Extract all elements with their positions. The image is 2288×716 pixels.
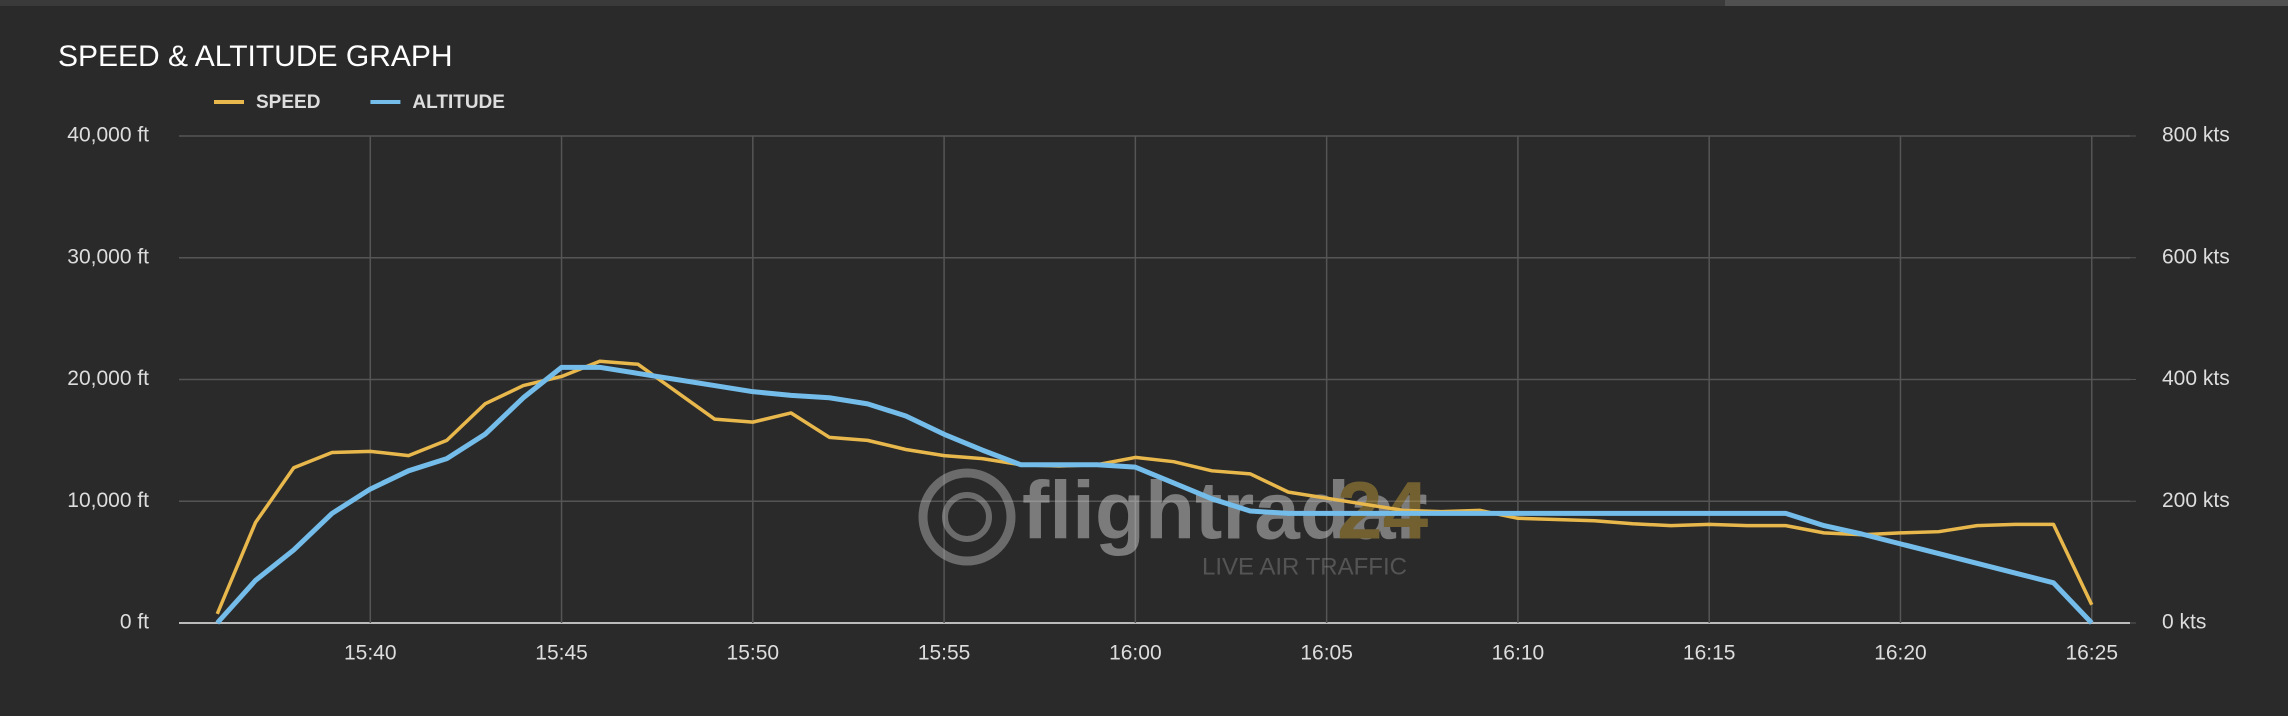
y-tick-label: 30,000 ft [67,245,149,268]
x-tick-label: 16:20 [1874,642,1927,665]
watermark-logo [918,468,1016,566]
legend-label: SPEED [256,92,320,113]
legend-label: ALTITUDE [412,92,505,113]
y-tick-label: 40,000 ft [67,124,149,147]
top-bar [0,0,2288,6]
x-tick-label: 16:05 [1300,642,1353,665]
chart-title: SPEED & ALTITUDE GRAPH [58,40,453,73]
x-tick-label: 15:50 [727,642,780,665]
y-tick-label: 20,000 ft [67,367,149,390]
series-line [215,359,2094,615]
x-tick-label: 16:25 [2065,642,2118,665]
watermark-subtitle: LIVE AIR TRAFFIC [1202,553,1407,580]
watermark-logo [942,492,992,542]
series-line [215,364,2094,625]
x-tick-label: 16:00 [1109,642,1162,665]
x-tick-label: 16:10 [1492,642,1545,665]
x-tick-label: 15:45 [535,642,588,665]
x-tick-label: 15:40 [344,642,397,665]
y2-tick-label: 200 kts [2162,489,2230,512]
y-tick-label: 10,000 ft [67,489,149,512]
y-tick-label: 0 ft [120,611,149,634]
top-bar-tab [1725,0,2288,6]
y2-tick-label: 0 kts [2162,611,2206,634]
y2-tick-label: 400 kts [2162,367,2230,390]
y2-tick-label: 800 kts [2162,124,2230,147]
watermark: flightradar 24 LIVE AIR TRAFFIC [918,466,1429,580]
x-tick-label: 16:15 [1683,642,1736,665]
x-tick-label: 15:55 [918,642,971,665]
y2-tick-label: 600 kts [2162,245,2230,268]
